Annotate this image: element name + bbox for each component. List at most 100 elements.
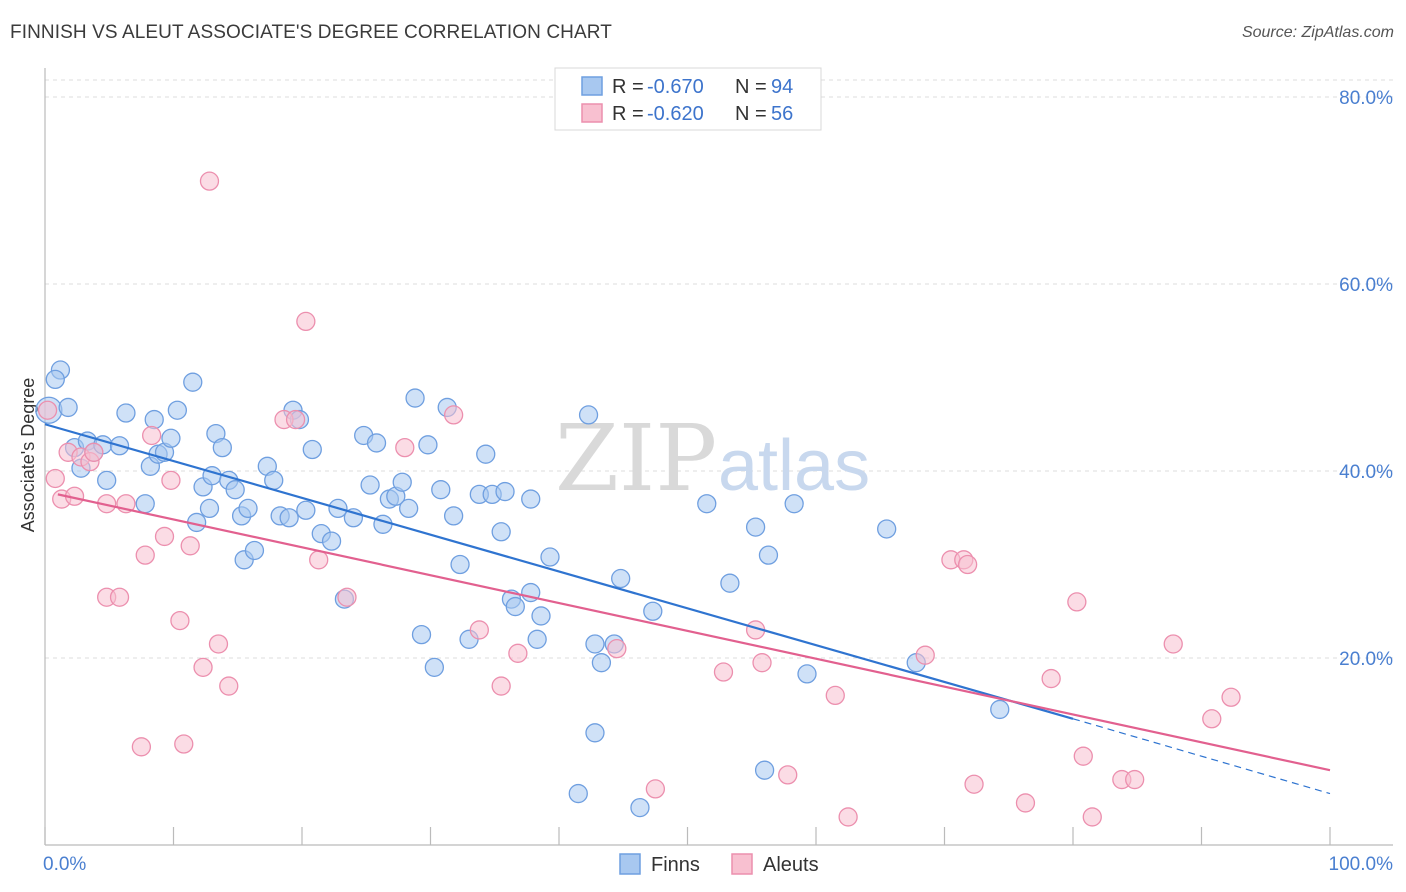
legend-swatch-finns	[581, 76, 603, 96]
aleuts-point-10	[109, 587, 130, 607]
aleuts-point-40	[825, 685, 845, 706]
legend-r-label-aleuts: R =	[612, 103, 644, 125]
aleuts-point-1	[45, 468, 65, 489]
legend-r-value-aleuts: -0.620	[647, 103, 704, 125]
finns-point-28	[225, 480, 245, 500]
aleuts-point-35	[645, 779, 666, 799]
aleuts-point-20	[193, 657, 213, 677]
grid-lines	[45, 79, 1393, 659]
legend-swatch-aleuts	[581, 103, 603, 123]
legend-n-label-aleuts: N =	[735, 103, 767, 125]
finns-point-66	[491, 522, 511, 542]
chart-title: FINNISH VS ALEUT ASSOCIATE'S DEGREE CORR…	[10, 22, 612, 43]
finns-point-72	[521, 489, 541, 509]
finns-point-12	[135, 494, 155, 514]
finns-point-82	[643, 601, 663, 621]
finns-point-17	[161, 428, 181, 448]
finns-point-41	[321, 531, 342, 551]
aleuts-point-50	[1073, 746, 1093, 766]
aleuts-point-27	[309, 550, 329, 570]
legend-n-label-finns: N =	[735, 76, 767, 98]
aleuts-point-42	[915, 645, 935, 665]
aleuts-point-51	[1082, 807, 1102, 827]
finns-point-65	[495, 481, 515, 502]
finns-point-2	[45, 369, 65, 390]
finns-point-88	[784, 494, 804, 514]
finns-point-56	[424, 657, 445, 677]
aleuts-point-12	[131, 737, 152, 757]
finns-point-68	[505, 596, 525, 617]
bottom-legend-swatch-finns	[619, 853, 641, 875]
trend-lines	[44, 423, 1331, 795]
finns-point-3	[58, 397, 78, 418]
finns-point-9	[97, 470, 117, 491]
finns-point-75	[578, 405, 599, 425]
finns-point-51	[392, 472, 412, 492]
finns-point-24	[212, 437, 232, 458]
aleuts-point-55	[1202, 709, 1222, 729]
aleuts-point-7	[84, 442, 104, 462]
aleuts-point-18	[174, 734, 194, 754]
finns-point-19	[183, 372, 203, 392]
aleuts-point-15	[154, 526, 175, 547]
aleuts-point-54	[1163, 634, 1183, 654]
finns-point-47	[366, 433, 387, 453]
finns-point-89	[797, 664, 817, 684]
finns-point-53	[405, 388, 425, 408]
finns-point-86	[754, 760, 775, 780]
finns-point-37	[279, 508, 299, 528]
finns-point-80	[611, 568, 631, 589]
aleuts-point-31	[469, 620, 489, 640]
finns-point-81	[630, 797, 650, 818]
aleuts-point-21	[199, 171, 220, 191]
x-tick-labels: 0.0% 100.0%	[43, 854, 1393, 875]
finns-point-22	[199, 498, 220, 519]
finns-point-63	[476, 444, 496, 464]
finns-point-38	[296, 500, 316, 520]
aleuts-point-14	[142, 425, 162, 446]
aleuts-point-22	[208, 634, 229, 654]
axes	[44, 68, 1393, 846]
aleuts-trend-line	[57, 493, 1331, 772]
finns-point-48	[373, 514, 393, 534]
aleuts-point-19	[180, 536, 200, 556]
aleuts-point-36	[713, 662, 734, 682]
source-label: Source: ZipAtlas.com	[1241, 24, 1394, 41]
watermark-atlas: atlas	[718, 426, 870, 506]
y-tick-labels: 80.0% 60.0% 40.0% 20.0%	[1339, 88, 1393, 670]
aleuts-point-23	[219, 676, 239, 696]
finns-point-92	[990, 699, 1010, 720]
aleuts-point-33	[508, 643, 528, 663]
finns-point-46	[360, 475, 380, 495]
data-points	[35, 171, 1241, 827]
aleuts-point-47	[1015, 793, 1036, 813]
finns-point-76	[585, 634, 605, 654]
legend-n-value-aleuts: 56	[771, 103, 793, 125]
aleuts-point-45	[957, 554, 978, 575]
aleuts-point-41	[838, 807, 858, 827]
aleuts-point-26	[296, 311, 316, 332]
finns-point-87	[758, 545, 779, 565]
finns-point-33	[264, 470, 284, 491]
y-tick-label-3: 20.0%	[1339, 649, 1393, 670]
finns-trend-line	[44, 423, 1074, 720]
finns-point-74	[568, 783, 588, 804]
aleuts-point-34	[607, 639, 627, 659]
x-tick-label-max: 100.0%	[1329, 854, 1394, 875]
finns-point-73	[540, 547, 560, 567]
finns-point-90	[877, 519, 897, 539]
legend-n-value-finns: 94	[771, 76, 793, 98]
bottom-legend-label-aleuts: Aleuts	[763, 854, 819, 876]
aleuts-point-32	[491, 676, 511, 696]
aleuts-point-17	[170, 610, 190, 631]
aleuts-point-53	[1125, 769, 1145, 790]
finns-point-84	[720, 573, 740, 593]
y-tick-label-0: 80.0%	[1339, 88, 1393, 109]
watermark: ZIP atlas	[555, 405, 870, 512]
aleuts-point-39	[778, 765, 798, 785]
legend: R = -0.670 N = 94 R = -0.620 N = 56	[554, 67, 822, 131]
finns-point-55	[418, 435, 438, 455]
finns-point-59	[443, 506, 464, 526]
y-tick-label-2: 40.0%	[1339, 462, 1393, 483]
